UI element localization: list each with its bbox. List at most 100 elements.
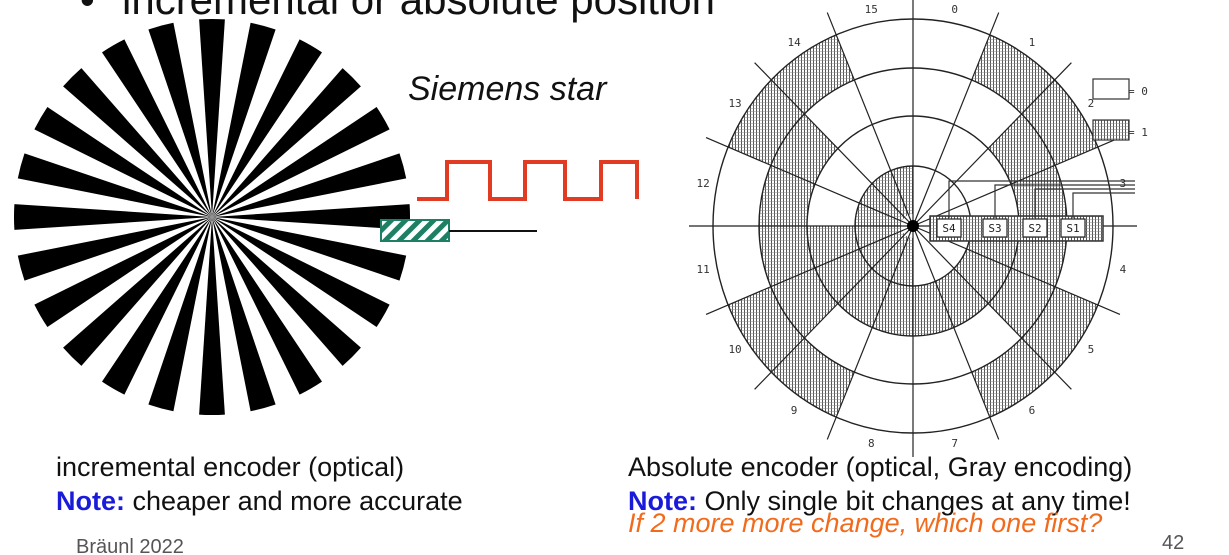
change-order-question: If 2 more more change, which one first? [628, 508, 1103, 538]
incremental-note-label: Note: [56, 486, 125, 516]
ring-segment-on [890, 237, 913, 286]
sector-line [754, 225, 914, 390]
star-segment [212, 153, 407, 217]
star-segment [148, 22, 212, 217]
incremental-caption: incremental encoder (optical) Note: chea… [56, 450, 463, 518]
star-segment [199, 217, 225, 416]
sector-line [912, 62, 1072, 227]
heading-text: incremental or absolute position [122, 0, 715, 23]
sector-line [705, 225, 914, 315]
star-segment [63, 217, 212, 366]
sector-line [826, 12, 914, 227]
star-segments [13, 18, 411, 416]
star-segment [212, 217, 276, 412]
legend-blank-swatch [1092, 78, 1130, 100]
ring-segment-on [872, 281, 913, 336]
ring-segment-on [859, 230, 905, 269]
star-segment [63, 68, 212, 217]
ring-segment-on [890, 166, 913, 215]
ring-segment-on [954, 248, 1011, 304]
star-segment [212, 217, 322, 395]
sector-number: 1 [1029, 36, 1036, 49]
sector-number: 9 [791, 404, 798, 417]
star-segment [212, 107, 390, 217]
sector-number: 15 [865, 3, 878, 16]
sector-line [754, 62, 914, 227]
absolute-caption: Absolute encoder (optical, Gray encoding… [628, 450, 1132, 518]
ring-segment-on [1021, 79, 1098, 166]
sensor-box [1022, 218, 1048, 238]
absolute-caption-title: Absolute encoder (optical, Gray encoding… [628, 452, 1133, 482]
square-wave-signal [417, 160, 639, 201]
sector-line [826, 225, 914, 440]
star-segment [102, 39, 212, 218]
incremental-note-text: cheaper and more accurate [125, 486, 463, 516]
legend-hatched-label: = 1 [1128, 126, 1148, 139]
sensor-label: S1 [1066, 222, 1079, 235]
ring-segment-on [759, 226, 816, 287]
sector-number: 10 [728, 343, 741, 356]
incremental-note: Note: cheaper and more accurate [56, 484, 463, 518]
sensor-box [936, 218, 962, 238]
star-segment [212, 68, 361, 217]
sector-line [912, 12, 1000, 227]
absolute-note-label: Note: [628, 486, 697, 516]
star-segment [212, 217, 407, 281]
star-segment [102, 217, 212, 395]
legend-hatched-swatch [1092, 119, 1130, 141]
ring-segment-on [759, 165, 816, 226]
sensor-label: S3 [988, 222, 1001, 235]
sensor-array: S4 S3 S2 S1 [929, 180, 1135, 242]
sector-number: 5 [1088, 343, 1095, 356]
slide-heading: •incremental or absolute position [80, 0, 715, 26]
encoder-legend: = 0 = 1 [1092, 78, 1148, 141]
disk-axle [907, 220, 919, 232]
sensor-wires [948, 180, 1135, 218]
sensor-boxes: S4 S3 S2 S1 [936, 218, 1086, 238]
sector-number: 8 [868, 437, 875, 450]
sector-line [912, 137, 1121, 227]
star-segment [34, 217, 213, 327]
sensor-label: S4 [942, 222, 956, 235]
sector-number: 11 [696, 263, 709, 276]
sector-line [912, 225, 1000, 440]
ring-segment-on [771, 337, 855, 418]
ring-segment-on [1021, 286, 1098, 373]
sector-number: 12 [696, 177, 709, 190]
sensor-label: S2 [1028, 222, 1041, 235]
ring-segment-on [971, 34, 1055, 115]
footer-author: Bräunl 2022 [76, 536, 184, 555]
sector-number: 13 [728, 97, 741, 110]
star-segment [212, 217, 390, 327]
incremental-caption-title: incremental encoder (optical) [56, 452, 405, 482]
bullet-icon: • [80, 0, 122, 26]
star-segment [17, 217, 212, 281]
sector-number: 2 [1088, 97, 1095, 110]
sector-line [912, 225, 1072, 390]
sector-number: 14 [787, 36, 801, 49]
sensor-box [982, 218, 1008, 238]
star-segment [212, 39, 322, 218]
sensor-box [1060, 218, 1086, 238]
sector-number: 0 [951, 3, 958, 16]
ring-segment-on [728, 79, 805, 166]
star-segment [17, 153, 212, 217]
ring-segment-on [855, 203, 902, 226]
ring-segment-on [771, 34, 855, 115]
ring-segment-on [728, 286, 805, 373]
star-segment [13, 204, 212, 230]
sector-number: 3 [1120, 177, 1127, 190]
siemens-star-label: Siemens star [408, 70, 607, 108]
page-number: 42 [1162, 532, 1185, 554]
absolute-note-text: Only single bit changes at any time! [697, 486, 1131, 516]
ring-segment-on [815, 248, 872, 304]
star-segment [148, 217, 212, 412]
ring-segment-on [859, 183, 905, 222]
ring-segment-on [871, 170, 909, 218]
star-segment [212, 217, 361, 366]
ring-segment-on [913, 281, 954, 336]
star-segment [212, 204, 411, 230]
